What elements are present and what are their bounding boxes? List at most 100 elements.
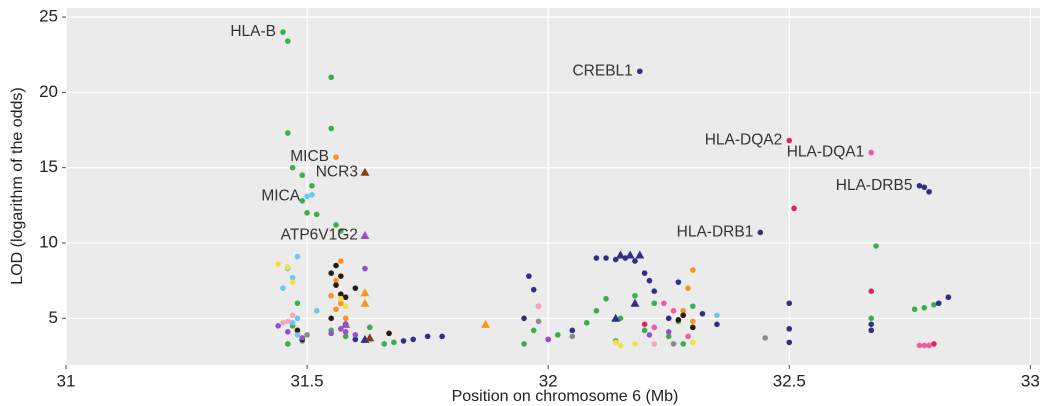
point xyxy=(328,330,334,337)
point xyxy=(294,253,301,260)
point xyxy=(342,315,349,322)
point xyxy=(328,292,334,299)
point xyxy=(630,298,640,307)
point xyxy=(632,341,638,347)
point xyxy=(280,29,286,35)
point xyxy=(921,304,928,311)
point xyxy=(333,306,339,313)
point xyxy=(352,336,359,343)
point xyxy=(360,298,370,307)
point xyxy=(583,320,590,326)
point xyxy=(641,270,648,276)
point xyxy=(366,324,373,331)
point xyxy=(526,273,532,279)
point xyxy=(294,315,301,322)
point xyxy=(313,307,320,314)
point xyxy=(289,279,296,285)
x-tick-label: 33 xyxy=(1021,371,1040,390)
point xyxy=(617,315,624,322)
point xyxy=(285,264,291,270)
point xyxy=(945,294,952,301)
point xyxy=(545,336,551,343)
annotation: HLA-DQA1 xyxy=(787,144,865,161)
point xyxy=(342,333,349,340)
point xyxy=(680,341,686,347)
point xyxy=(338,300,344,307)
point xyxy=(360,288,370,297)
annotation: ATP6V1G2 xyxy=(281,227,358,244)
annotation: CREBL1 xyxy=(572,62,632,79)
point xyxy=(521,315,527,322)
point xyxy=(280,285,286,291)
point xyxy=(289,312,296,319)
point xyxy=(333,262,339,269)
point xyxy=(926,342,932,349)
point xyxy=(612,339,619,346)
point xyxy=(685,333,691,340)
point xyxy=(625,250,635,259)
point xyxy=(294,332,301,338)
point xyxy=(786,339,793,346)
point xyxy=(931,341,937,347)
point xyxy=(641,321,648,328)
point xyxy=(285,130,291,136)
point xyxy=(289,320,296,326)
point xyxy=(868,288,875,294)
point xyxy=(294,327,301,334)
point xyxy=(328,315,334,322)
point xyxy=(916,182,923,189)
point xyxy=(931,301,937,308)
point xyxy=(386,330,392,337)
point xyxy=(690,339,696,346)
point xyxy=(690,324,696,331)
point xyxy=(651,341,658,347)
point xyxy=(757,229,764,236)
annotation: NCR3 xyxy=(316,163,358,180)
point xyxy=(665,329,672,335)
point xyxy=(611,313,621,322)
y-axis-title: LOD (logarithm of the odds) xyxy=(9,87,26,284)
point xyxy=(714,321,720,328)
point xyxy=(535,303,542,310)
point xyxy=(690,267,696,273)
point xyxy=(360,230,370,239)
point xyxy=(328,74,334,81)
point xyxy=(400,338,407,344)
point xyxy=(911,306,918,313)
point xyxy=(680,307,686,314)
y-tick-label: 15 xyxy=(39,157,58,176)
point xyxy=(641,327,648,334)
point xyxy=(530,286,537,293)
point xyxy=(309,191,315,198)
point xyxy=(285,341,291,347)
point xyxy=(661,300,667,307)
point xyxy=(670,341,677,347)
point xyxy=(342,329,349,335)
point xyxy=(651,324,658,331)
point xyxy=(636,68,643,75)
point xyxy=(699,310,706,317)
x-tick-label: 31.5 xyxy=(291,371,324,390)
point xyxy=(675,279,682,285)
annotation: MICB xyxy=(290,148,329,165)
annotation: MICA xyxy=(261,187,300,204)
point xyxy=(665,333,672,340)
point xyxy=(294,300,301,307)
point xyxy=(690,318,696,325)
point xyxy=(362,265,368,272)
y-tick-label: 10 xyxy=(39,232,58,251)
point xyxy=(632,258,638,264)
point xyxy=(304,193,310,200)
point xyxy=(521,341,527,347)
point xyxy=(921,342,928,349)
point xyxy=(555,332,561,338)
x-tick-label: 32.5 xyxy=(773,371,806,390)
y-tick-label: 20 xyxy=(39,82,58,101)
point xyxy=(338,295,344,302)
point xyxy=(342,294,349,301)
point xyxy=(593,255,600,261)
point xyxy=(333,282,339,288)
annotation: HLA-DRB5 xyxy=(836,177,913,194)
point xyxy=(593,307,600,314)
